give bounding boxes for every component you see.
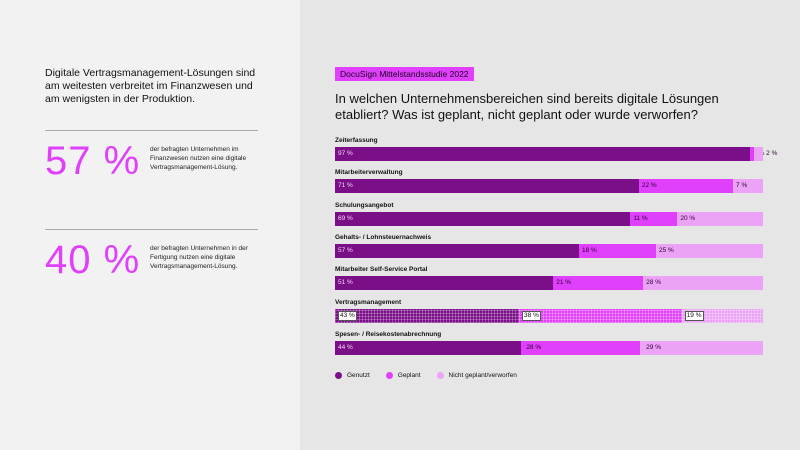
bar-segment-genutzt [335,243,579,258]
category-label: Schulungsangebot [335,201,394,209]
bar-segment-genutzt [335,308,520,323]
bar-segment-genutzt [335,276,554,291]
stat-value: 40 % [45,238,141,282]
bar-segment-genutzt [335,147,751,161]
legend-label: Genutzt [347,372,370,379]
bar-segment-genutzt [335,211,631,226]
data-label: 25 % [659,246,674,254]
data-label: 44 % [338,343,353,351]
data-label: 19 % [684,310,704,321]
data-label: 2 % [766,150,778,157]
data-label: 28 % [646,279,661,287]
data-label: 38 % [522,310,541,321]
stat-description: der befragten Unternehmen im Finanzwesen… [150,146,247,171]
legend-label: Nicht geplant/verworfen [448,372,517,379]
stat-finance: 57 % der befragten Unternehmen im Finanz… [45,130,258,183]
data-label: 43 % [338,310,357,321]
category-label: Mitarbeiter Self-Service Portal [335,266,428,274]
data-label: 29 % [646,343,661,351]
left-panel: Digitale Vertragsmanagement-Lösungen sin… [0,0,300,450]
legend-item: Genutzt [335,372,370,379]
bar-segment-nicht-geplant-verworfen [677,211,763,226]
category-label: Gehalts- / Lohnsteuernachweis [335,233,432,241]
data-label: 22 % [641,182,657,190]
bar-segment-geplant [750,147,755,161]
bar-segment-geplant [519,308,682,323]
legend-label: Geplant [397,372,421,379]
legend-item: Nicht geplant/verworfen [436,372,517,379]
bar-segment-nicht-geplant-verworfen [643,276,763,291]
legend-dot-icon [335,372,342,379]
bar-segment-geplant [638,179,734,194]
bar-segment-geplant [553,276,644,291]
bar-row: 57 % 18 % 25 % [335,243,763,258]
legend-item: Geplant [385,372,421,379]
bar-row: 71 % 22 % 7 % [335,179,763,194]
bar-segment-nicht-geplant-verworfen [754,147,763,161]
legend-dot-icon [436,372,444,379]
bar-row: 43 % 38 % 19 % [335,308,763,323]
stat-manufacturing: 40 % der befragten Unternehmen in der Fe… [45,229,258,282]
category-label: Vertragsmanagement [335,298,402,306]
data-label: 11 % [633,214,648,222]
legend: Genutzt Geplant Nicht geplant/verworfen [335,372,517,379]
data-label: 57 % [338,246,353,254]
study-tag: DocuSign Mittelstandsstudie 2022 [335,67,474,81]
chart-title: In welchen Unternehmensbereichen sind be… [335,91,719,122]
category-label: Mitarbeiterverwaltung [335,169,403,177]
legend-dot-icon [385,372,393,379]
data-label: 97 % [338,150,353,157]
stat-value: 57 % [45,139,141,183]
data-label: 71 % [338,182,353,190]
bar-segment-nicht-geplant-verworfen [655,243,763,258]
bar-segment-genutzt [335,179,639,194]
data-label: 51 % [338,279,353,287]
data-label: 18 % [581,246,597,254]
bar-segment-genutzt [335,340,522,355]
data-label: 20 % [680,214,696,222]
data-label: 28 % [526,343,542,351]
category-label: Zeiterfassung [335,137,378,144]
bar-segment-geplant [630,211,678,226]
bar-row: 97 %1 %2 % [335,147,777,161]
bar-segment-nicht-geplant-verworfen [640,340,764,355]
bar-segment-nicht-geplant-verworfen [733,179,763,194]
bar-segment-geplant [521,340,641,355]
data-label: 69 % [338,214,353,222]
data-label: 21 % [556,279,572,287]
bar-row: 51 % 21 % 28 % [335,276,763,291]
bar-row: 44 % 28 % 29 % [335,340,764,355]
bar-row: 69 % 11 % 20 % [335,211,763,226]
data-label: 7 % [736,182,748,190]
bar-segment-geplant [578,243,656,258]
category-label: Spesen- / Reisekostenabrechnung [335,330,442,338]
stat-description: der befragten Unternehmen in der Fertigu… [150,245,248,270]
intro-text: Digitale Vertragsmanagement-Lösungen sin… [45,67,256,105]
